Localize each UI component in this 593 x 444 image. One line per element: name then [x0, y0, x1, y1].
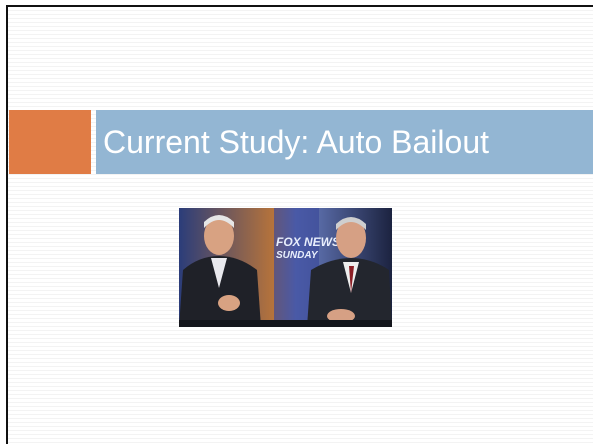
- page: {"slide": {"title": "Current Study: Auto…: [0, 0, 593, 444]
- photo-text: SUNDAY: [276, 250, 319, 261]
- slide: Current Study: Auto Bailout FOX NEWS SUN…: [6, 5, 593, 444]
- title-bar: Current Study: Auto Bailout: [96, 110, 593, 174]
- photo-text: FOX NEWS: [276, 235, 340, 249]
- slide-title: Current Study: Auto Bailout: [103, 110, 489, 174]
- accent-block: [9, 110, 91, 174]
- photo: FOX NEWS SUNDAY: [179, 208, 392, 327]
